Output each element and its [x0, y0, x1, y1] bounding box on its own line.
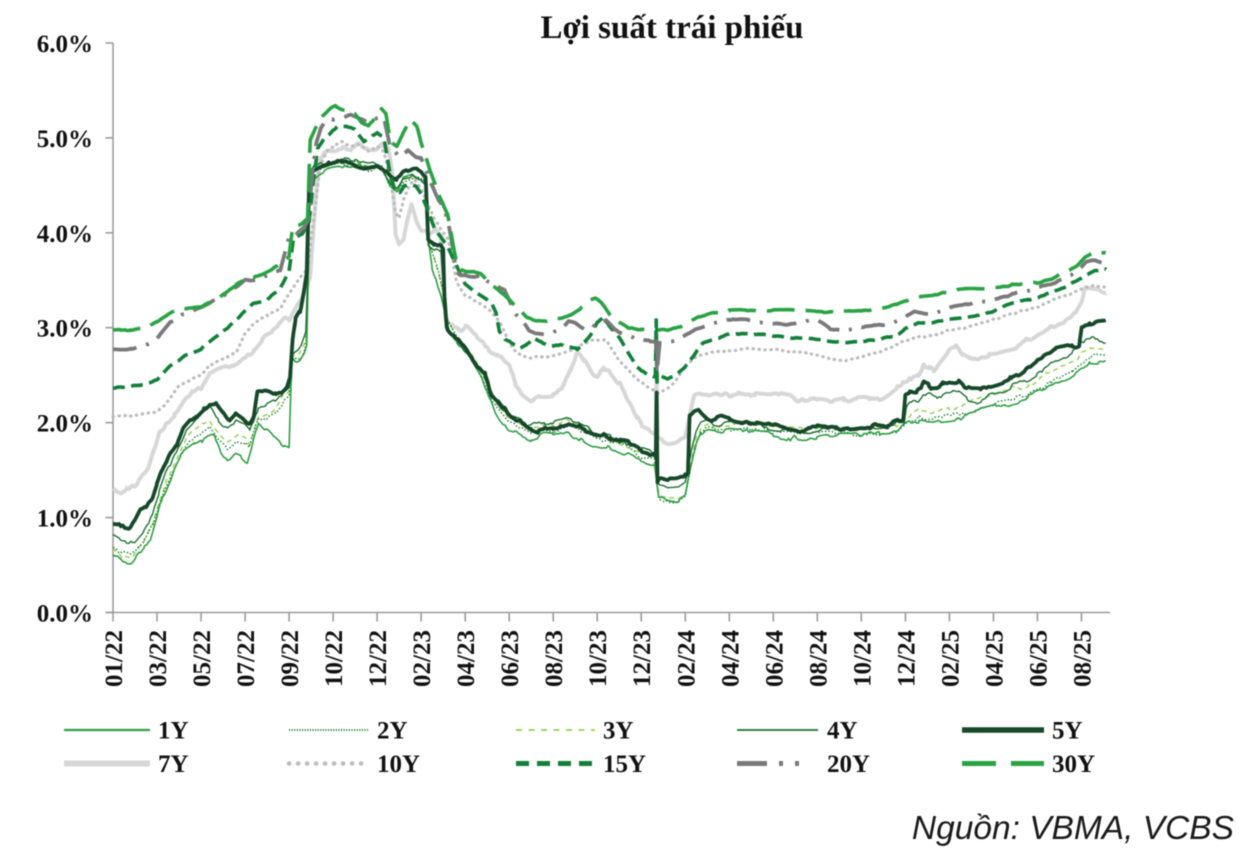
- svg-text:08/23: 08/23: [541, 630, 568, 687]
- svg-text:07/22: 07/22: [233, 630, 260, 687]
- svg-text:10/23: 10/23: [585, 630, 612, 687]
- svg-text:10/22: 10/22: [321, 630, 348, 687]
- svg-text:2.0%: 2.0%: [37, 411, 93, 438]
- svg-text:1Y: 1Y: [158, 718, 189, 745]
- svg-text:04/23: 04/23: [453, 630, 480, 687]
- svg-text:03/22: 03/22: [145, 630, 172, 687]
- svg-text:15Y: 15Y: [603, 751, 646, 778]
- svg-text:0.0%: 0.0%: [37, 601, 93, 628]
- svg-text:1.0%: 1.0%: [37, 506, 93, 533]
- svg-text:10Y: 10Y: [377, 751, 420, 778]
- svg-text:01/22: 01/22: [101, 630, 128, 687]
- svg-text:02/25: 02/25: [937, 630, 964, 687]
- svg-text:08/24: 08/24: [805, 630, 832, 687]
- svg-text:4Y: 4Y: [827, 718, 858, 745]
- svg-text:6.0%: 6.0%: [37, 31, 93, 58]
- svg-text:5Y: 5Y: [1052, 718, 1083, 745]
- svg-text:04/24: 04/24: [717, 630, 744, 687]
- svg-text:4.0%: 4.0%: [37, 221, 93, 248]
- svg-text:12/23: 12/23: [629, 630, 656, 687]
- svg-text:06/23: 06/23: [497, 630, 524, 687]
- svg-text:02/23: 02/23: [409, 630, 436, 687]
- svg-text:06/25: 06/25: [1025, 630, 1052, 687]
- svg-text:12/22: 12/22: [365, 630, 392, 687]
- svg-text:3Y: 3Y: [603, 718, 634, 745]
- svg-text:7Y: 7Y: [158, 751, 189, 778]
- svg-text:02/24: 02/24: [673, 630, 700, 687]
- svg-text:04/25: 04/25: [981, 630, 1008, 687]
- svg-text:5.0%: 5.0%: [37, 126, 93, 153]
- svg-text:12/24: 12/24: [893, 630, 920, 687]
- svg-text:3.0%: 3.0%: [37, 316, 93, 343]
- svg-text:05/22: 05/22: [189, 630, 216, 687]
- svg-text:06/24: 06/24: [761, 630, 788, 687]
- svg-text:08/25: 08/25: [1069, 630, 1096, 687]
- svg-text:30Y: 30Y: [1052, 751, 1095, 778]
- svg-text:Nguồn: VBMA, VCBS: Nguồn: VBMA, VCBS: [912, 810, 1234, 846]
- svg-text:20Y: 20Y: [827, 751, 870, 778]
- svg-text:2Y: 2Y: [377, 718, 408, 745]
- svg-text:09/22: 09/22: [277, 630, 304, 687]
- svg-text:10/24: 10/24: [849, 630, 876, 687]
- svg-text:Lợi suất trái phiếu: Lợi suất trái phiếu: [540, 10, 803, 46]
